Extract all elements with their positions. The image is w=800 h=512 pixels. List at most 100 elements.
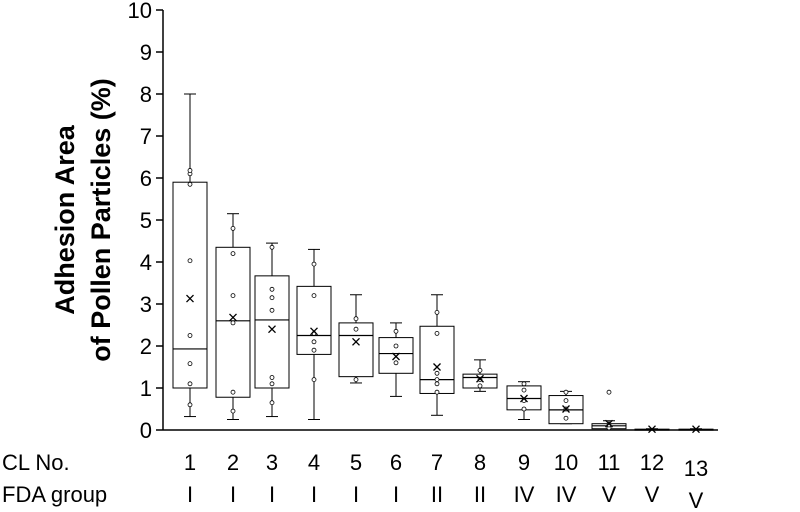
box-iqr xyxy=(172,181,208,389)
data-point xyxy=(393,328,399,334)
data-point xyxy=(187,168,193,173)
fda-group-label: I xyxy=(187,482,193,507)
mean-marker xyxy=(352,337,360,346)
box-iqr xyxy=(254,275,290,389)
y-tick-label: 2 xyxy=(140,334,152,359)
mean-marker xyxy=(268,325,276,334)
mean-marker xyxy=(562,405,570,413)
mean-marker-stroke xyxy=(692,425,700,434)
box-group xyxy=(419,294,455,416)
mean-marker xyxy=(476,374,484,383)
data-point xyxy=(187,181,193,187)
data-point xyxy=(187,381,193,387)
y-tick-label: 6 xyxy=(140,166,152,191)
mean-marker xyxy=(310,327,318,336)
y-tick-label: 9 xyxy=(140,40,152,65)
data-point xyxy=(353,377,359,383)
data-point xyxy=(230,251,236,257)
data-point xyxy=(187,402,193,408)
mean-marker xyxy=(392,352,400,361)
box-group xyxy=(634,425,670,434)
data-point xyxy=(434,377,440,383)
data-point xyxy=(393,343,399,349)
data-point xyxy=(434,389,440,395)
box-group xyxy=(338,294,374,384)
mean-marker xyxy=(186,294,194,303)
cl-number-label: 9 xyxy=(518,450,530,475)
fda-group-label: I xyxy=(393,482,399,507)
data-point xyxy=(230,389,236,395)
y-tick-label: 3 xyxy=(140,292,152,317)
mean-marker xyxy=(692,425,700,434)
data-point xyxy=(521,387,527,393)
fda-group-label: I xyxy=(269,482,275,507)
mean-marker-stroke xyxy=(520,394,528,403)
data-point xyxy=(393,360,399,366)
box-group xyxy=(462,359,498,392)
mean-marker-stroke xyxy=(229,313,237,322)
data-point xyxy=(434,309,440,315)
box-group xyxy=(172,93,208,418)
mean-marker xyxy=(605,419,613,428)
data-point xyxy=(269,400,275,406)
mean-marker-stroke xyxy=(310,327,318,336)
fda-group-label: V xyxy=(602,482,617,507)
data-point xyxy=(521,406,527,412)
cl-number-label: 5 xyxy=(350,450,362,475)
data-point xyxy=(230,320,236,326)
fda-group-label: V xyxy=(645,482,660,507)
mean-marker-stroke xyxy=(268,325,276,334)
y-tick-label: 4 xyxy=(140,250,152,275)
data-point xyxy=(563,398,569,404)
data-point xyxy=(311,339,317,345)
cl-number-label: 3 xyxy=(266,450,278,475)
box-iqr xyxy=(338,322,374,378)
data-point xyxy=(434,370,440,376)
mean-marker-stroke xyxy=(392,352,400,361)
y-axis-label: Adhesion Area of Pollen Particles (%) xyxy=(50,78,116,362)
cl-number-label: 4 xyxy=(308,450,320,475)
y-tick-label: 7 xyxy=(140,124,152,149)
fda-group-label: V xyxy=(689,488,704,512)
box-iqr xyxy=(378,337,414,374)
data-point xyxy=(269,244,275,250)
data-point xyxy=(606,389,612,395)
mean-marker xyxy=(648,425,656,434)
data-point xyxy=(269,375,275,380)
box-group xyxy=(678,425,714,434)
mean-marker-stroke xyxy=(352,337,360,346)
box-group xyxy=(548,389,584,425)
data-point xyxy=(311,377,317,383)
cl-row-label: CL No. xyxy=(2,450,70,475)
fda-group-label: I xyxy=(353,482,359,507)
cl-number-label: 13 xyxy=(684,456,708,481)
cl-number-label: 8 xyxy=(474,450,486,475)
data-point xyxy=(269,286,275,292)
data-point xyxy=(230,408,236,414)
mean-marker-stroke xyxy=(605,419,613,428)
box-group xyxy=(215,213,251,420)
data-point xyxy=(311,347,317,353)
data-point xyxy=(230,225,236,231)
data-point xyxy=(230,293,236,299)
y-tick-label: 5 xyxy=(140,208,152,233)
box-group xyxy=(378,322,414,397)
mean-marker xyxy=(520,394,528,403)
fda-group-label: IV xyxy=(556,482,577,507)
box-group xyxy=(254,242,290,418)
cl-number-label: 2 xyxy=(227,450,239,475)
y-tick-label: 0 xyxy=(140,418,152,443)
data-point xyxy=(187,361,193,367)
mean-marker-stroke xyxy=(433,363,441,371)
mean-marker-stroke xyxy=(476,374,484,383)
data-point xyxy=(477,383,483,389)
data-point xyxy=(269,381,275,387)
data-point xyxy=(434,330,440,336)
data-point xyxy=(477,367,483,373)
fda-group-label: I xyxy=(311,482,317,507)
mean-marker-stroke xyxy=(648,425,656,434)
fda-group-label: II xyxy=(474,482,486,507)
cl-number-label: 7 xyxy=(431,450,443,475)
cl-number-label: 6 xyxy=(390,450,402,475)
